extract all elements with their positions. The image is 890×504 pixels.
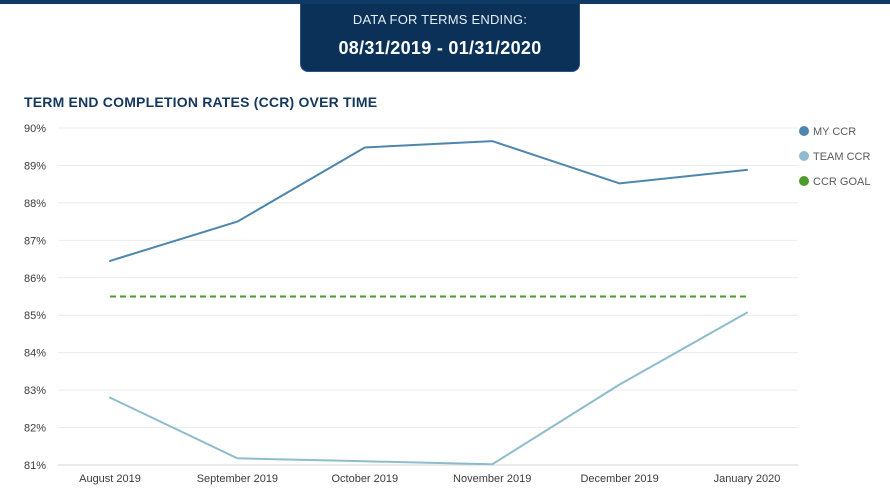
x-tick-label: January 2020 [714, 473, 781, 485]
top-accent-bar [0, 0, 890, 4]
term-range-banner: DATA FOR TERMS ENDING: 08/31/2019 - 01/3… [300, 4, 580, 72]
legend-marker-team-ccr [799, 151, 809, 161]
x-tick-label: October 2019 [331, 473, 398, 485]
term-range-dates: 08/31/2019 - 01/31/2020 [338, 38, 542, 58]
y-tick-label: 82% [24, 423, 46, 435]
y-tick-label: 81% [24, 460, 46, 472]
series-line-my-ccr [109, 140, 748, 262]
y-tick-label: 90% [24, 123, 46, 135]
y-tick-label: 88% [24, 198, 46, 210]
x-tick-label: December 2019 [580, 473, 658, 485]
y-tick-label: 89% [24, 160, 46, 172]
legend-marker-ccr-goal [799, 176, 809, 186]
x-tick-label: November 2019 [453, 473, 531, 485]
legend-label-my-ccr: MY CCR [813, 126, 856, 138]
y-tick-label: 86% [24, 273, 46, 285]
legend-label-team-ccr: TEAM CCR [813, 151, 871, 163]
y-tick-label: 85% [24, 310, 46, 322]
legend-label-ccr-goal: CCR GOAL [813, 176, 870, 188]
term-range-label: DATA FOR TERMS ENDING: [352, 12, 528, 27]
chart-title: TERM END COMPLETION RATES (CCR) OVER TIM… [24, 94, 378, 110]
legend-marker-my-ccr [799, 126, 809, 136]
series-line-team-ccr [109, 311, 748, 466]
y-tick-label: 87% [24, 235, 46, 247]
x-tick-label: August 2019 [79, 473, 141, 485]
x-tick-label: September 2019 [197, 473, 278, 485]
y-tick-label: 83% [24, 385, 46, 397]
y-tick-label: 84% [24, 348, 46, 360]
